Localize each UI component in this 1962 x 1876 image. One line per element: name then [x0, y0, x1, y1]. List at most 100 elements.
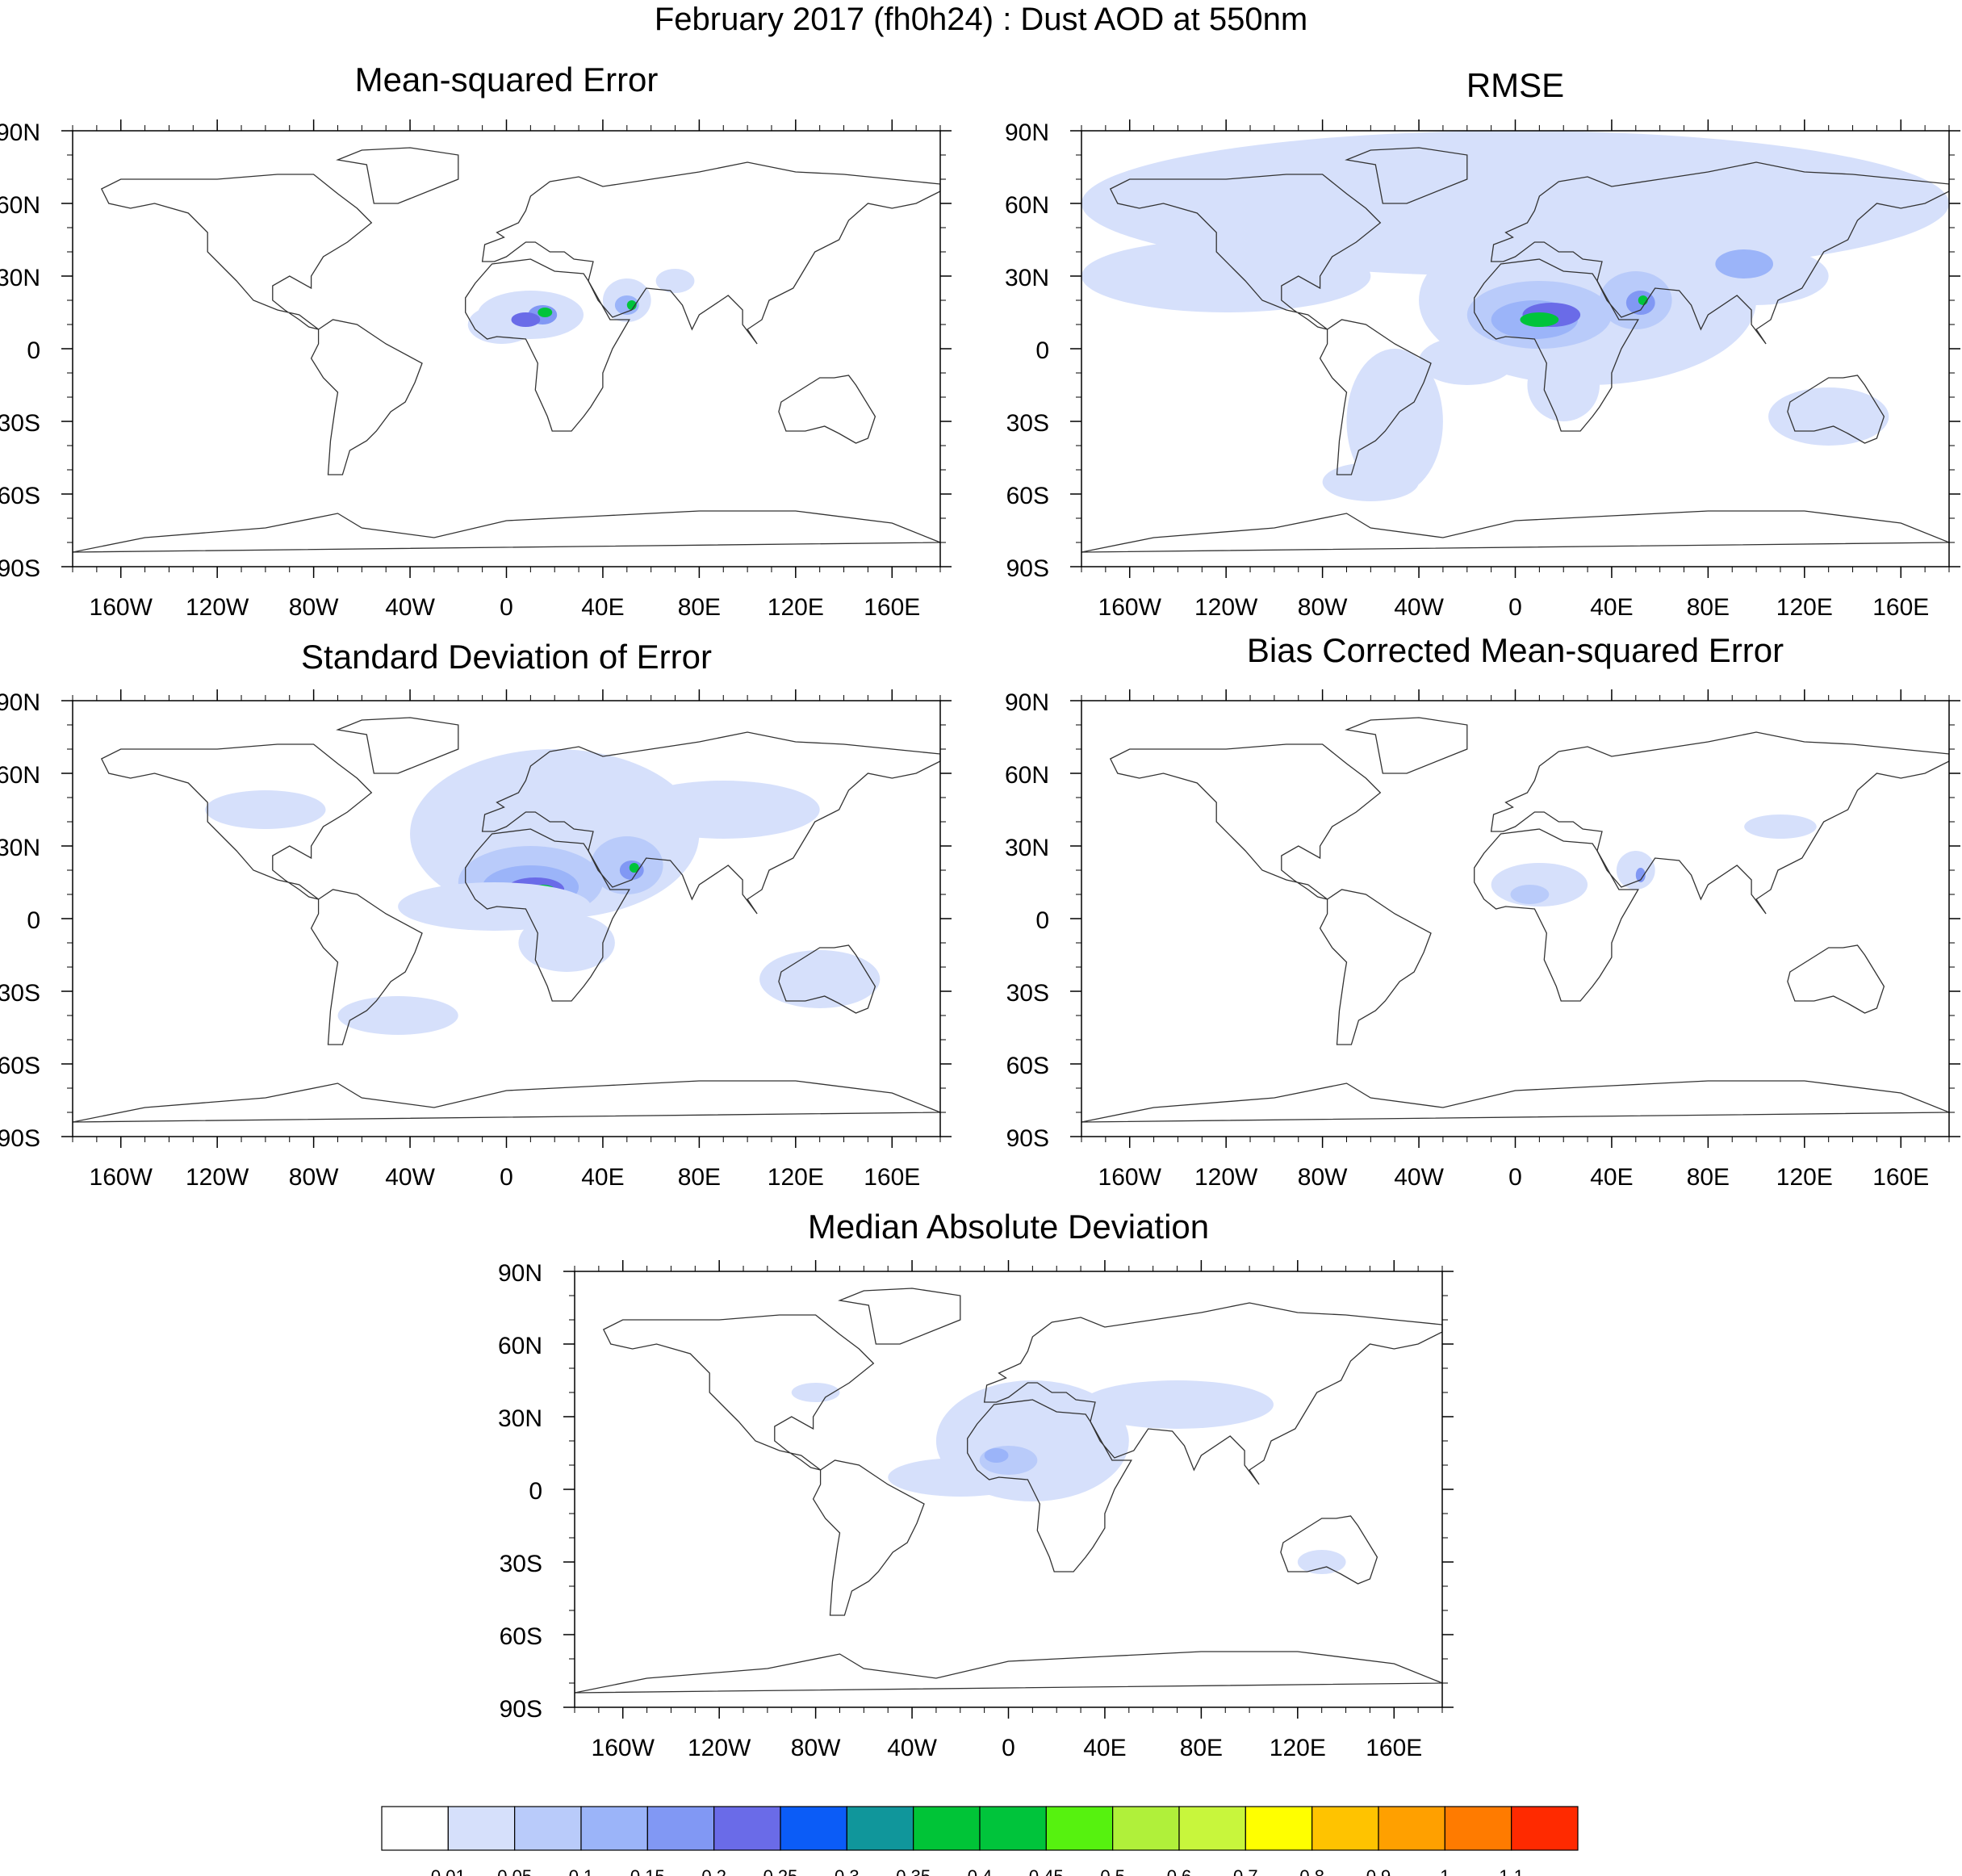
- coastline: [602, 1314, 875, 1471]
- coastline: [73, 510, 940, 553]
- coastline: [1474, 828, 1639, 1002]
- lon-tick-label: 0: [500, 594, 513, 621]
- aod-contour-fill: [614, 295, 639, 315]
- colorbar-swatch: [447, 1806, 516, 1851]
- coastline: [73, 1080, 940, 1123]
- lat-tick-label: 90S: [0, 555, 40, 582]
- lat-tick-label: 30S: [1006, 410, 1049, 437]
- colorbar-swatch: [1378, 1806, 1445, 1851]
- coastline: [310, 889, 423, 1045]
- lat-tick-label: 90S: [1006, 555, 1049, 582]
- lat-tick-label: 30N: [498, 1405, 542, 1432]
- colorbar-label: 0.15: [630, 1866, 665, 1876]
- coastline: [1319, 889, 1432, 1045]
- aod-contour-fill: [1616, 851, 1655, 890]
- lon-tick-label: 80E: [1180, 1735, 1223, 1761]
- colorbar-label: 0.05: [497, 1866, 532, 1876]
- aod-contour-fill: [1510, 885, 1550, 904]
- lon-tick-label: 120W: [1194, 594, 1258, 621]
- lat-tick-label: 0: [1035, 337, 1049, 364]
- lat-tick-label: 0: [1035, 907, 1049, 934]
- lat-tick-label: 60S: [500, 1623, 542, 1650]
- lon-tick-label: 40W: [385, 594, 435, 621]
- aod-contour-fill: [655, 269, 695, 293]
- coastline: [983, 1302, 1442, 1485]
- colorbar-label: 0.9: [1366, 1866, 1391, 1876]
- lon-tick-label: 120W: [688, 1735, 751, 1761]
- lon-tick-label: 160E: [1872, 1164, 1929, 1191]
- lat-tick-label: 30N: [0, 835, 40, 861]
- panel-title: RMSE: [1466, 66, 1564, 104]
- colorbar-swatch: [1045, 1806, 1114, 1851]
- colorbar-label: 1.1: [1499, 1866, 1524, 1876]
- aod-contour-fill: [791, 1383, 840, 1402]
- colorbar-swatch: [1112, 1806, 1180, 1851]
- coastline: [1109, 743, 1382, 900]
- coastline: [778, 375, 876, 444]
- aod-contour-fill: [1768, 387, 1889, 446]
- lon-tick-label: 160E: [864, 594, 920, 621]
- colorbar-label: 0.35: [896, 1866, 931, 1876]
- coastline: [778, 944, 876, 1014]
- aod-contour-fill: [1638, 295, 1648, 305]
- lat-tick-label: 60N: [0, 192, 40, 219]
- coastline: [465, 258, 630, 432]
- lat-tick-label: 90S: [500, 1696, 542, 1723]
- lat-tick-label: 90N: [1005, 119, 1049, 146]
- lat-tick-label: 30S: [1006, 980, 1049, 1007]
- coastline: [1345, 717, 1468, 774]
- lat-tick-label: 60S: [1006, 483, 1049, 509]
- coastline: [481, 161, 940, 345]
- map-field: [73, 131, 940, 567]
- map-panel-mad: Median Absolute Deviation 90N 60N 30N 0 30S 60…: [498, 1208, 1454, 1761]
- lon-tick-label: 0: [500, 1164, 513, 1191]
- map-field: [1081, 701, 1949, 1137]
- lon-tick-label: 160W: [592, 1735, 655, 1761]
- aod-contour-fill: [1081, 240, 1371, 312]
- map-panel-bcmse: Bias Corrected Mean-squared Error 90N 60N 3…: [1005, 631, 1960, 1191]
- lon-tick-label: 40E: [1590, 1164, 1633, 1191]
- lat-tick-label: 0: [529, 1478, 542, 1505]
- coastline: [812, 1459, 925, 1616]
- lon-tick-label: 160W: [90, 594, 153, 621]
- coastline: [336, 147, 459, 204]
- aod-contour-fill: [1715, 249, 1774, 278]
- lon-tick-label: 80W: [289, 594, 339, 621]
- lon-tick-label: 160E: [864, 1164, 920, 1191]
- aod-contour-fill: [1520, 312, 1559, 327]
- lon-tick-label: 160W: [1098, 1164, 1162, 1191]
- lon-tick-label: 120W: [186, 1164, 249, 1191]
- coastline: [100, 743, 373, 900]
- colorbar-swatch: [780, 1806, 847, 1851]
- lon-tick-label: 80W: [1298, 1164, 1348, 1191]
- coastline: [1081, 1080, 1949, 1123]
- colorbar-label: 0.4: [968, 1866, 993, 1876]
- colorbar-label: 0.7: [1233, 1866, 1258, 1876]
- coastline: [1319, 319, 1432, 475]
- map-field: [575, 1271, 1442, 1707]
- lon-tick-label: 40E: [581, 1164, 624, 1191]
- colorbar-swatch: [1178, 1806, 1246, 1851]
- lat-tick-label: 60S: [1006, 1053, 1049, 1079]
- colorbar-label: 0.45: [1029, 1866, 1064, 1876]
- coastline: [465, 828, 630, 1002]
- panel-title: Mean-squared Error: [355, 61, 659, 98]
- lat-tick-label: 30N: [0, 265, 40, 291]
- lat-tick-label: 90N: [0, 689, 40, 716]
- colorbar-label: 0.6: [1167, 1866, 1192, 1876]
- lon-tick-label: 40W: [1394, 594, 1444, 621]
- lat-tick-label: 60S: [0, 1053, 40, 1079]
- colorbar-swatch: [713, 1806, 781, 1851]
- aod-contour-fill: [984, 1448, 1009, 1463]
- lon-tick-label: 120E: [768, 1164, 824, 1191]
- lon-tick-label: 120E: [1776, 594, 1833, 621]
- aod-contour-fill: [1081, 1380, 1274, 1429]
- colorbar-swatch: [1311, 1806, 1379, 1851]
- panel-title: Median Absolute Deviation: [808, 1208, 1209, 1246]
- coastline: [1787, 944, 1885, 1014]
- lat-tick-label: 30S: [0, 980, 40, 1007]
- lon-tick-label: 40E: [581, 594, 624, 621]
- colorbar-label: 0.25: [763, 1866, 798, 1876]
- lat-tick-label: 0: [27, 337, 40, 364]
- coastline: [100, 174, 373, 330]
